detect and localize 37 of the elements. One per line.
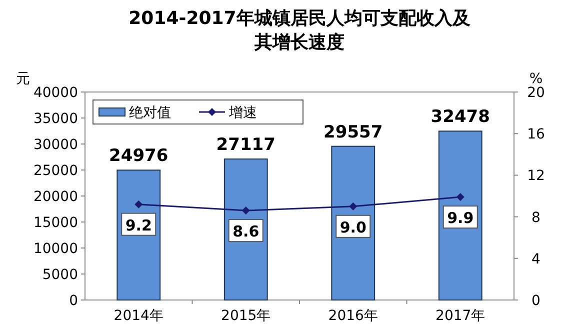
data-label: 9.2 xyxy=(125,216,152,234)
x-tick-label: 2017年 xyxy=(436,308,486,324)
y2-tick-label: 16 xyxy=(527,126,545,143)
y2-tick-label: 12 xyxy=(527,168,545,184)
y2-tick-label: 8 xyxy=(532,210,540,226)
x-tick-label: 2016年 xyxy=(328,308,378,324)
y2-axis-title: % xyxy=(529,71,543,87)
y-tick-label: 15000 xyxy=(33,215,78,231)
y2-tick-label: 4 xyxy=(532,251,541,268)
point xyxy=(349,202,358,210)
y-tick-label: 40000 xyxy=(33,85,78,101)
data-label: 29557 xyxy=(324,122,383,142)
legend-label: 增速 xyxy=(228,105,257,121)
y-tick-label: 20000 xyxy=(33,189,78,205)
y-tick-label: 0 xyxy=(69,293,78,309)
y-tick-label: 25000 xyxy=(33,163,78,179)
x-tick-label: 2014年 xyxy=(114,308,164,324)
data-label: 27117 xyxy=(216,134,276,155)
point xyxy=(242,206,250,215)
point xyxy=(456,193,464,202)
y2-tick-label: 20 xyxy=(527,85,545,101)
y-axis-title: 元 xyxy=(16,71,30,87)
data-label: 9.9 xyxy=(447,209,474,228)
data-label: 8.6 xyxy=(232,222,260,241)
bar xyxy=(438,130,482,300)
data-label: 24976 xyxy=(109,146,168,166)
x-tick-label: 2015年 xyxy=(221,308,271,324)
y-tick-label: 35000 xyxy=(33,111,78,127)
legend-label: 绝对值 xyxy=(129,105,171,121)
data-label: 9.0 xyxy=(340,218,366,236)
y-tick-label: 10000 xyxy=(33,241,78,257)
chart-title: 2014-2017年城镇居民人均可支配收入及其增长速度 xyxy=(128,8,470,53)
y2-tick-label: 0 xyxy=(532,293,540,309)
y-tick-label: 30000 xyxy=(33,137,78,153)
data-label: 32478 xyxy=(430,107,490,128)
y-tick-label: 5000 xyxy=(42,267,78,283)
point xyxy=(134,200,143,208)
